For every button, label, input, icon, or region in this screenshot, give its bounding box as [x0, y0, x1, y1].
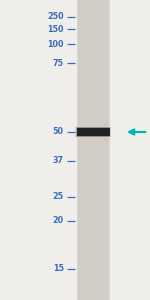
Text: 20: 20 — [53, 216, 64, 225]
Text: 15: 15 — [53, 264, 64, 273]
Bar — [78, 0, 108, 300]
Text: 50: 50 — [53, 128, 64, 136]
Bar — [76, 0, 110, 300]
Text: 150: 150 — [47, 25, 64, 34]
Bar — [76, 127, 110, 137]
Bar — [75, 127, 111, 137]
Text: 100: 100 — [47, 40, 64, 49]
Text: 25: 25 — [53, 192, 64, 201]
Bar — [76, 128, 110, 136]
Text: 37: 37 — [53, 156, 64, 165]
Text: 250: 250 — [47, 12, 64, 21]
Text: 75: 75 — [53, 58, 64, 68]
